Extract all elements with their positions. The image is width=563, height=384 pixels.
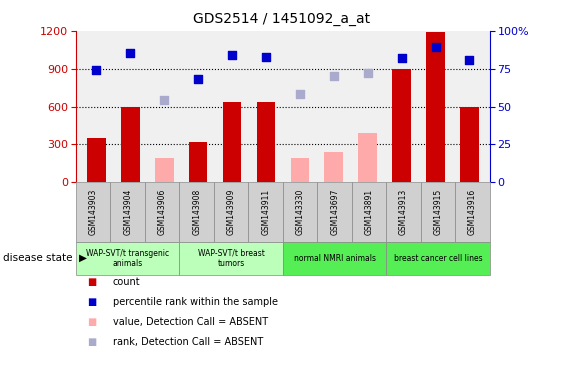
Text: WAP-SVT/t breast
tumors: WAP-SVT/t breast tumors	[198, 248, 265, 268]
Text: rank, Detection Call = ABSENT: rank, Detection Call = ABSENT	[113, 337, 263, 347]
Text: GDS2514 / 1451092_a_at: GDS2514 / 1451092_a_at	[193, 12, 370, 25]
Point	[160, 98, 169, 104]
Point	[329, 73, 338, 79]
Point	[363, 70, 372, 76]
Bar	[121, 106, 140, 182]
Text: percentile rank within the sample: percentile rank within the sample	[113, 297, 278, 307]
Text: GSM143697: GSM143697	[330, 189, 339, 235]
Point	[194, 76, 203, 82]
Text: ■: ■	[87, 317, 96, 327]
Text: count: count	[113, 277, 140, 287]
Point	[431, 44, 440, 50]
Text: GSM143911: GSM143911	[261, 189, 270, 235]
Bar	[460, 106, 479, 182]
Text: GSM143915: GSM143915	[434, 189, 443, 235]
Text: GSM143903: GSM143903	[89, 189, 98, 235]
Bar	[223, 101, 242, 182]
Bar	[359, 133, 377, 182]
Point	[397, 55, 406, 61]
Bar	[257, 101, 275, 182]
Text: breast cancer cell lines: breast cancer cell lines	[394, 254, 482, 263]
Text: ■: ■	[87, 277, 96, 287]
Point	[261, 53, 270, 60]
Text: ■: ■	[87, 337, 96, 347]
Point	[92, 67, 101, 73]
Text: ■: ■	[87, 297, 96, 307]
Text: value, Detection Call = ABSENT: value, Detection Call = ABSENT	[113, 317, 268, 327]
Text: WAP-SVT/t transgenic
animals: WAP-SVT/t transgenic animals	[86, 248, 169, 268]
Text: normal NMRI animals: normal NMRI animals	[294, 254, 376, 263]
Text: GSM143908: GSM143908	[192, 189, 201, 235]
Text: GSM143913: GSM143913	[399, 189, 408, 235]
Point	[227, 52, 236, 58]
Text: GSM143906: GSM143906	[158, 189, 167, 235]
Text: GSM143904: GSM143904	[123, 189, 132, 235]
Text: GSM143916: GSM143916	[468, 189, 477, 235]
Bar	[87, 138, 106, 182]
Bar	[291, 158, 309, 182]
Bar	[392, 69, 411, 182]
Point	[465, 56, 474, 63]
Text: disease state  ▶: disease state ▶	[3, 253, 87, 263]
Point	[126, 50, 135, 56]
Bar	[426, 32, 445, 182]
Bar	[189, 142, 207, 182]
Bar	[155, 158, 173, 182]
Text: GSM143330: GSM143330	[296, 189, 305, 235]
Bar	[324, 152, 343, 182]
Text: GSM143909: GSM143909	[227, 189, 236, 235]
Point	[296, 91, 305, 98]
Text: GSM143891: GSM143891	[365, 189, 374, 235]
